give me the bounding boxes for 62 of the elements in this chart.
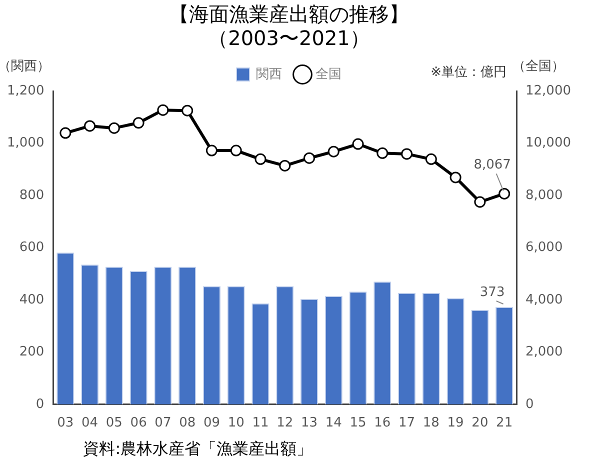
x-tick-label: 07 xyxy=(154,416,172,431)
x-tick-label: 08 xyxy=(179,416,196,431)
y-tick-label: 600 xyxy=(19,240,44,256)
y-tick-label: 800 xyxy=(19,188,44,203)
y-tick-label: 400 xyxy=(19,292,44,308)
y2-tick-label: 0 xyxy=(526,396,534,412)
x-tick-label: 15 xyxy=(350,416,366,431)
point xyxy=(254,153,266,165)
x-tick-label: 12 xyxy=(276,416,294,431)
point xyxy=(401,148,413,160)
legend-label: 全国 xyxy=(316,66,342,82)
point xyxy=(206,144,218,156)
x-tick-label: 19 xyxy=(447,416,464,431)
x-tick-label: 06 xyxy=(130,416,147,431)
x-tick-label: 14 xyxy=(325,416,342,431)
text: ※単位：億円 xyxy=(430,64,507,80)
point xyxy=(304,152,315,164)
y-tick-label: 0 xyxy=(36,396,44,412)
y-axis-title: （関西） xyxy=(0,58,50,74)
y2-tick-label: 4,000 xyxy=(526,292,563,308)
point xyxy=(498,188,510,200)
point xyxy=(328,146,340,158)
x-tick-label: 05 xyxy=(106,416,122,431)
point xyxy=(352,138,364,150)
point xyxy=(450,172,462,184)
x-tick-label: 16 xyxy=(374,416,391,431)
x-tick-label: 04 xyxy=(82,416,98,431)
data-label: 373 xyxy=(480,284,505,300)
y-tick-label: 1,200 xyxy=(7,83,44,98)
y-tick-label: 1,000 xyxy=(7,136,44,151)
chart-subtitle: （2003〜2021） xyxy=(208,26,370,50)
y2-tick-label: 12,000 xyxy=(526,83,572,98)
point xyxy=(157,104,169,116)
x-tick-label: 03 xyxy=(57,416,74,431)
point xyxy=(230,144,242,156)
x-tick-label: 13 xyxy=(300,416,318,431)
x-tick-label: 17 xyxy=(398,416,416,431)
point xyxy=(132,117,144,129)
point xyxy=(474,196,486,208)
point xyxy=(108,122,120,134)
y2-tick-label: 10,000 xyxy=(526,136,572,151)
x-tick-label: 20 xyxy=(472,416,488,431)
point xyxy=(182,104,194,116)
y2-axis-title: （全国） xyxy=(512,58,565,74)
x-tick-label: 21 xyxy=(496,416,513,431)
y-tick-label: 200 xyxy=(19,344,44,360)
point xyxy=(84,120,96,132)
x-tick-label: 10 xyxy=(228,416,244,431)
point xyxy=(376,147,388,159)
y2-tick-label: 6,000 xyxy=(526,240,563,256)
point xyxy=(279,160,291,172)
text: 資料:農林水産省「漁業産出額」 xyxy=(83,439,313,458)
legend-label: 関西 xyxy=(256,66,282,82)
chart-title: 【海面漁業産出額の推移】 xyxy=(169,2,409,26)
x-tick-label: 18 xyxy=(422,416,440,431)
x-tick-label: 11 xyxy=(252,416,269,431)
y2-tick-label: 2,000 xyxy=(526,344,563,360)
x-tick-label: 09 xyxy=(203,416,220,431)
data-label: 8,067 xyxy=(474,158,511,173)
point xyxy=(425,153,437,165)
y2-tick-label: 8,000 xyxy=(526,188,563,203)
point xyxy=(60,127,72,139)
